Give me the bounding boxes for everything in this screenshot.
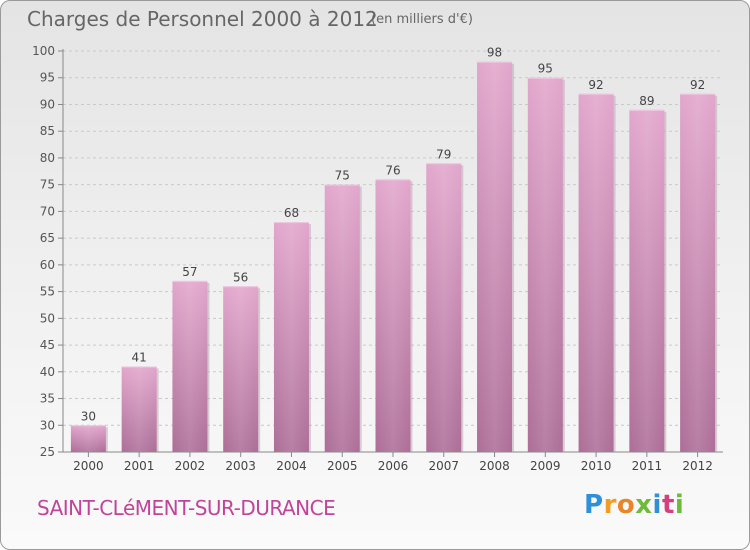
x-tick-label: 2004 <box>276 459 307 473</box>
x-tick-label: 2012 <box>682 459 713 473</box>
bar-highlight <box>578 93 614 453</box>
x-tick-label: 2000 <box>73 459 104 473</box>
proxiti-logo: Proxiti <box>584 490 685 520</box>
x-tick-label: 2001 <box>124 459 155 473</box>
bar-highlight <box>477 61 513 453</box>
bar-highlight <box>680 93 716 453</box>
x-tick-label: 2011 <box>632 459 663 473</box>
bar-value-label: 92 <box>690 78 705 92</box>
bar-highlight <box>223 286 259 452</box>
bar-highlight <box>375 179 411 452</box>
commune-name: SAINT-CLéMENT-SUR-DURANCE <box>37 496 336 520</box>
bar-highlight <box>121 366 157 452</box>
bar-highlight <box>70 425 106 452</box>
bar-highlight <box>527 77 563 452</box>
bar-value-label: 30 <box>81 409 96 423</box>
y-tick-label: 30 <box>40 418 55 432</box>
y-tick-label: 65 <box>40 231 55 245</box>
bar-value-label: 92 <box>588 78 603 92</box>
bar-highlight <box>426 163 462 452</box>
y-tick-label: 40 <box>40 365 55 379</box>
bar-value-label: 98 <box>487 46 502 60</box>
bar-value-label: 41 <box>132 350 147 364</box>
bar-value-label: 68 <box>284 206 299 220</box>
bar-value-label: 57 <box>182 265 197 279</box>
x-tick-label: 2009 <box>530 459 561 473</box>
x-tick-label: 2006 <box>378 459 409 473</box>
chart-subtitle: (en milliers d'€) <box>371 12 473 27</box>
bar-value-label: 56 <box>233 270 248 284</box>
y-tick-label: 50 <box>40 311 55 325</box>
bar-value-label: 75 <box>335 169 350 183</box>
y-tick-label: 25 <box>40 445 55 459</box>
bar-value-label: 95 <box>538 62 553 76</box>
y-tick-label: 55 <box>40 285 55 299</box>
bar-highlight <box>273 222 309 452</box>
bar-highlight <box>172 280 208 452</box>
x-tick-label: 2005 <box>327 459 358 473</box>
chart-title: Charges de Personnel 2000 à 2012 <box>27 7 378 31</box>
x-tick-label: 2002 <box>175 459 206 473</box>
bars <box>70 61 718 453</box>
x-tick-label: 2010 <box>581 459 612 473</box>
y-tick-label: 90 <box>40 97 55 111</box>
bar-value-label: 89 <box>639 94 654 108</box>
x-tick-label: 2003 <box>225 459 256 473</box>
y-tick-label: 35 <box>40 392 55 406</box>
bar-value-label: 76 <box>385 163 400 177</box>
y-tick-label: 70 <box>40 204 55 218</box>
y-tick-label: 80 <box>40 151 55 165</box>
bar-highlight <box>629 109 665 453</box>
y-tick-label: 85 <box>40 124 55 138</box>
x-tick-label: 2007 <box>428 459 459 473</box>
bar-value-label: 79 <box>436 147 451 161</box>
y-tick-label: 75 <box>40 178 55 192</box>
x-tick-label: 2008 <box>479 459 510 473</box>
y-tick-label: 45 <box>40 338 55 352</box>
bar-highlight <box>324 184 360 452</box>
labels: 30 2000 41 2001 57 2002 56 2003 68 2004 75 2005 76 20… <box>73 46 713 473</box>
y-tick-label: 100 <box>32 44 55 58</box>
y-tick-label: 60 <box>40 258 55 272</box>
y-tick-label: 95 <box>40 71 55 85</box>
